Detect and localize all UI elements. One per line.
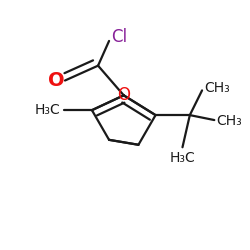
Text: H₃C: H₃C <box>170 151 195 165</box>
Text: O: O <box>117 86 130 104</box>
Text: H₃C: H₃C <box>34 103 60 117</box>
Text: O: O <box>48 71 65 90</box>
Text: CH₃: CH₃ <box>204 81 230 95</box>
Text: CH₃: CH₃ <box>217 114 242 128</box>
Text: Cl: Cl <box>112 28 128 46</box>
